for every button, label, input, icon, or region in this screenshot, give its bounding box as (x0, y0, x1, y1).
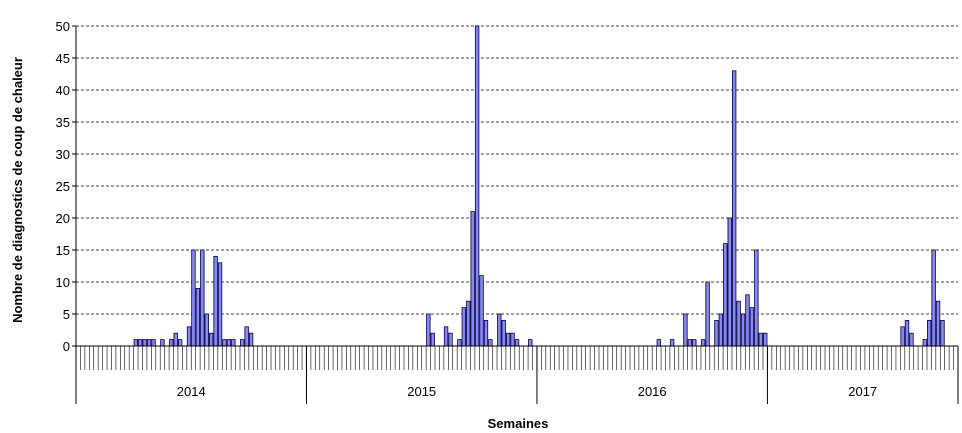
y-tick-label: 25 (56, 179, 70, 194)
y-tick-label: 20 (56, 211, 70, 226)
bar (177, 339, 183, 347)
y-tick-label: 35 (56, 115, 70, 130)
bar (683, 313, 688, 347)
bar (900, 326, 905, 347)
bar (700, 339, 706, 347)
bar (723, 243, 728, 347)
bar (669, 339, 675, 347)
bar (244, 326, 249, 347)
bar (213, 255, 218, 347)
bar (718, 313, 724, 347)
y-tick-label: 0 (63, 339, 70, 354)
bar (146, 339, 152, 347)
bar (510, 332, 515, 347)
bar (195, 287, 201, 347)
bar (226, 339, 232, 347)
axes (72, 25, 958, 347)
bar (470, 211, 475, 347)
bar (231, 339, 236, 347)
y-axis-label: Nombre de diagnostics de coup de chaleur (10, 57, 25, 323)
bar (745, 294, 750, 347)
x-ticks (75, 346, 959, 370)
bar (133, 339, 139, 347)
bar (448, 332, 453, 347)
bar (209, 332, 214, 347)
bar (922, 339, 927, 347)
bar (497, 313, 502, 347)
bar (736, 300, 741, 347)
y-tick-label: 45 (56, 51, 70, 66)
bar (426, 313, 431, 347)
bar (705, 281, 710, 347)
bar (656, 339, 662, 347)
bar (240, 339, 245, 347)
bar (909, 332, 914, 347)
bar (935, 300, 941, 347)
bar (457, 339, 462, 347)
bar (474, 25, 480, 347)
year-label: 2014 (177, 384, 206, 399)
bar (940, 319, 945, 347)
bar (217, 262, 223, 347)
y-tick-label: 10 (56, 275, 70, 290)
bar (763, 332, 768, 347)
bar (505, 332, 511, 347)
y-tick-label: 15 (56, 243, 70, 258)
bar (904, 319, 910, 347)
bar (687, 339, 693, 347)
bar (727, 217, 732, 347)
bar (514, 339, 520, 347)
y-tick-label: 40 (56, 83, 70, 98)
bar (443, 326, 449, 347)
y-tick-label: 50 (56, 19, 70, 34)
bar (501, 319, 506, 347)
bar (430, 332, 435, 347)
bar (754, 249, 759, 347)
bar (173, 332, 178, 347)
year-labels: 2014 2015 2016 2017 (75, 346, 959, 404)
bar (142, 339, 147, 347)
bar (191, 249, 196, 347)
bar (461, 307, 466, 347)
bar (931, 249, 936, 347)
year-label: 2016 (638, 384, 667, 399)
y-tick-label: 5 (63, 307, 70, 322)
bar (151, 339, 156, 347)
bar (758, 332, 763, 347)
x-axis-label: Semaines (488, 416, 549, 431)
year-label: 2015 (407, 384, 436, 399)
bar (200, 249, 205, 347)
bar (160, 339, 165, 347)
year-label: 2017 (848, 384, 877, 399)
bar (466, 300, 471, 347)
bar (204, 313, 209, 347)
bar (749, 307, 755, 347)
bar (186, 326, 192, 347)
bar (483, 319, 489, 347)
bar (740, 313, 746, 347)
bar (248, 332, 254, 347)
bar (714, 319, 719, 347)
bar (927, 319, 932, 347)
bar (169, 339, 174, 347)
grid-lines (76, 25, 958, 315)
bar (692, 339, 697, 347)
y-tick-labels: 0 5 10 15 20 25 30 35 40 45 50 (56, 19, 70, 354)
bar (222, 339, 227, 347)
y-tick-label: 30 (56, 147, 70, 162)
bar (732, 70, 737, 347)
bar (488, 339, 493, 347)
bar (138, 339, 143, 347)
bar (528, 339, 533, 347)
bar (479, 275, 484, 347)
